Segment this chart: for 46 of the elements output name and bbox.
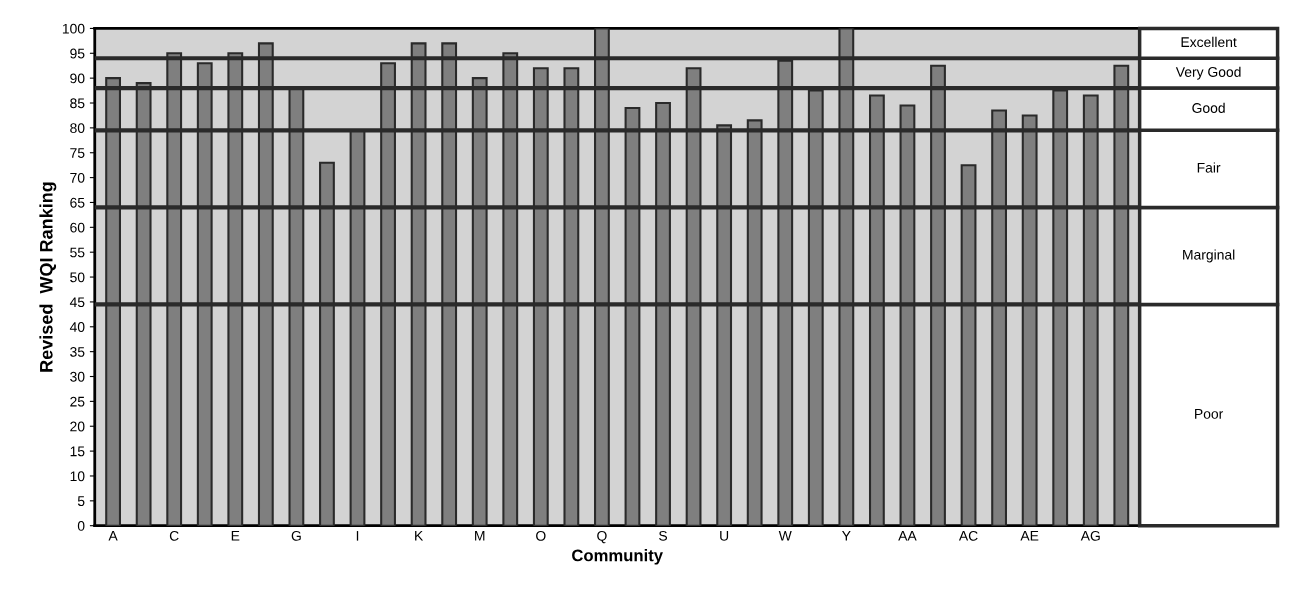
y-tick-label: 0 bbox=[77, 521, 85, 531]
y-tick-label: 90 bbox=[70, 73, 85, 84]
text: Marginal bbox=[1183, 249, 1235, 263]
x-tick-label: S bbox=[659, 530, 668, 541]
y-tick-label: 65 bbox=[70, 197, 85, 208]
x-tick-label: AA bbox=[898, 531, 917, 541]
y-tick-label: 95 bbox=[70, 48, 85, 59]
x-tick-label: M bbox=[475, 531, 485, 541]
x-axis-title: Community bbox=[572, 549, 663, 565]
y-tick-label: 25 bbox=[70, 396, 85, 407]
y-tick-label: 85 bbox=[70, 98, 85, 109]
text: Poor bbox=[1195, 409, 1224, 419]
x-tick-label: E bbox=[231, 531, 240, 541]
x-tick-label: G bbox=[291, 530, 301, 541]
y-tick-label: 10 bbox=[70, 471, 85, 482]
x-tick-label: O bbox=[536, 530, 546, 541]
text: Very Good bbox=[1175, 66, 1241, 80]
y-tick-label: 45 bbox=[69, 297, 85, 308]
y-tick-label: 40 bbox=[69, 322, 85, 332]
x-tick-label: I bbox=[356, 531, 359, 541]
x-tick-label: AE bbox=[1020, 531, 1039, 541]
text: Good bbox=[1192, 102, 1225, 113]
x-tick-label: Q bbox=[597, 530, 607, 544]
y-tick-label: 50 bbox=[70, 272, 85, 283]
y-tick-label: 75 bbox=[70, 148, 85, 158]
x-tick-label: Y bbox=[842, 531, 851, 541]
x-tick-label: AC bbox=[958, 530, 978, 541]
y-tick-label: 55 bbox=[70, 247, 85, 258]
x-tick-label: W bbox=[778, 531, 792, 541]
y-tick-label: 20 bbox=[70, 421, 85, 432]
y-axis-title: Revised WQI Ranking bbox=[39, 182, 57, 372]
y-tick-label: 5 bbox=[77, 496, 85, 506]
y-tick-label: 60 bbox=[70, 222, 85, 233]
y-tick-label: 15 bbox=[70, 446, 85, 457]
y-tick-label: 80 bbox=[70, 123, 85, 134]
x-tick-label: K bbox=[415, 531, 424, 541]
y-tick-label: 100 bbox=[62, 23, 85, 34]
x-tick-label: A bbox=[108, 531, 118, 541]
y-tick-label: 70 bbox=[70, 172, 85, 183]
y-tick-label: 35 bbox=[70, 346, 85, 357]
text: Fair bbox=[1197, 162, 1221, 173]
x-tick-label: C bbox=[169, 530, 179, 541]
x-tick-label: U bbox=[720, 531, 729, 541]
y-tick-label: 30 bbox=[70, 371, 85, 382]
x-tick-label: AG bbox=[1080, 530, 1100, 541]
text: Excellent bbox=[1181, 36, 1237, 48]
